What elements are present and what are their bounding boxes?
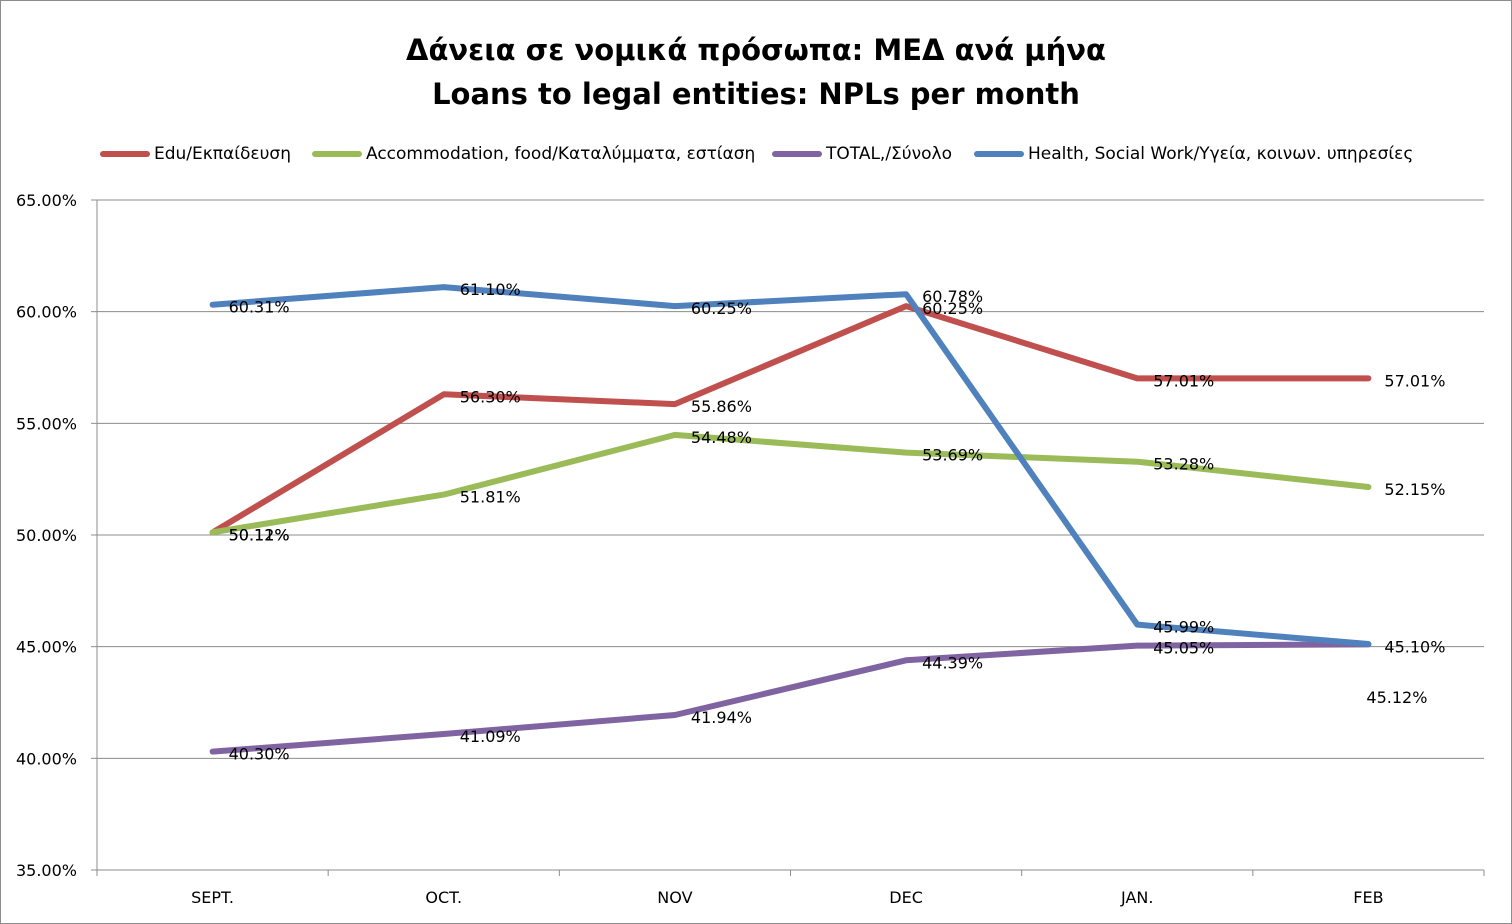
legend-item-accommodation: Accommodation, food/Καταλύμματα, εστίαση <box>312 140 755 168</box>
y-tick-label: 35.00% <box>16 861 77 880</box>
legend: Edu/Εκπαίδευση Accommodation, food/Καταλ… <box>0 140 1512 168</box>
legend-item-total: TOTAL,/Σύνολο <box>772 140 952 168</box>
x-tick-label: DEC <box>889 888 923 907</box>
data-label-accommodation: 54.48% <box>691 428 752 447</box>
data-label-total: 41.09% <box>460 727 521 746</box>
series-line-total <box>209 641 1372 755</box>
data-label-total: 45.05% <box>1153 639 1214 658</box>
chart-title-block: Δάνεια σε νομικά πρόσωπα: ΜΕΔ ανά μήνα L… <box>0 28 1512 116</box>
data-label-health: 45.99% <box>1153 618 1214 637</box>
series-line-edu <box>209 303 1372 536</box>
legend-label-total: TOTAL,/Σύνολο <box>826 144 952 164</box>
y-tick-label: 50.00% <box>16 526 77 545</box>
data-label-health: 60.31% <box>229 298 290 317</box>
data-label-health: 60.25% <box>691 299 752 318</box>
data-label-health: 61.10% <box>460 280 521 299</box>
y-tick-label: 45.00% <box>16 638 77 657</box>
data-label-accommodation: 53.69% <box>922 446 983 465</box>
data-label-total: 45.10% <box>1384 637 1445 656</box>
data-label-edu: 50.11% <box>229 526 290 545</box>
y-tick-label: 40.00% <box>16 749 77 768</box>
data-label-health: 45.12% <box>1366 688 1427 707</box>
chart-title: Δάνεια σε νομικά πρόσωπα: ΜΕΔ ανά μήνα <box>406 33 1106 67</box>
legend-swatch-edu <box>100 151 150 157</box>
x-tick-label: NOV <box>657 888 692 907</box>
data-label-accommodation: 51.81% <box>460 488 521 507</box>
data-label-accommodation: 50.12% <box>229 525 290 544</box>
x-tick-label: OCT. <box>425 888 462 907</box>
legend-item-health: Health, Social Work/Υγεία, κοινων. υπηρε… <box>974 140 1413 168</box>
data-label-health: 60.78% <box>922 287 983 306</box>
chart-subtitle: Loans to legal entities: NPLs per month <box>432 77 1080 111</box>
y-tick-label: 65.00% <box>16 191 77 210</box>
legend-label-health: Health, Social Work/Υγεία, κοινων. υπηρε… <box>1028 144 1414 164</box>
legend-label-accommodation: Accommodation, food/Καταλύμματα, εστίαση <box>366 144 756 164</box>
data-label-edu: 57.01% <box>1384 371 1445 390</box>
legend-swatch-total <box>772 151 822 157</box>
legend-swatch-health <box>974 151 1024 157</box>
data-label-total: 41.94% <box>691 708 752 727</box>
legend-label-edu: Edu/Εκπαίδευση <box>154 144 291 164</box>
series-line-health <box>209 284 1372 647</box>
data-label-edu: 55.86% <box>691 397 752 416</box>
data-label-total: 40.30% <box>229 745 290 764</box>
y-tick-label: 60.00% <box>16 303 77 322</box>
data-label-edu: 60.25% <box>922 299 983 318</box>
data-label-edu: 57.01% <box>1153 371 1214 390</box>
legend-item-edu: Edu/Εκπαίδευση <box>100 140 291 168</box>
y-tick-label: 55.00% <box>16 414 77 433</box>
x-tick-label: JAN. <box>1120 888 1153 907</box>
data-label-total: 44.39% <box>922 653 983 672</box>
data-label-accommodation: 53.28% <box>1153 455 1214 474</box>
x-tick-label: FEB <box>1353 888 1383 907</box>
data-label-edu: 56.30% <box>460 387 521 406</box>
series-line-accommodation <box>209 431 1372 536</box>
data-label-accommodation: 52.15% <box>1384 480 1445 499</box>
legend-swatch-accommodation <box>312 151 362 157</box>
x-tick-label: SEPT. <box>191 888 234 907</box>
